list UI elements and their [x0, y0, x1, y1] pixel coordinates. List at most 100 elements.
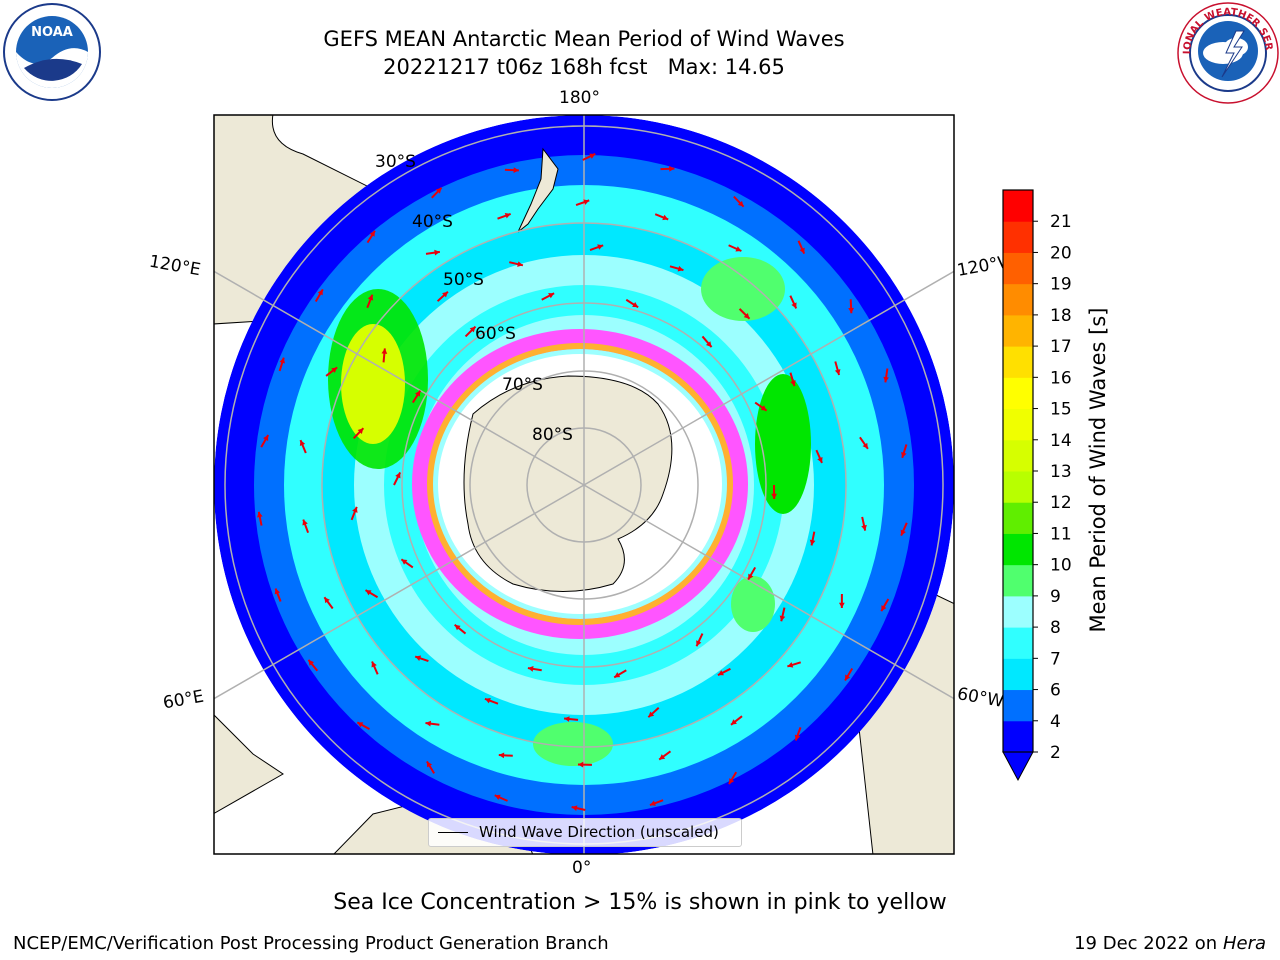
- wave-direction-arrowhead: [760, 405, 767, 411]
- land-madagascar: [214, 714, 284, 815]
- wave-direction-arrowhead: [597, 244, 604, 250]
- map-legend: Wind Wave Direction (unscaled): [428, 818, 742, 847]
- wave-direction-arrowhead: [517, 261, 523, 267]
- wave-direction-arrowhead: [779, 615, 786, 622]
- footer-date-text: 19 Dec 2022 on: [1074, 933, 1218, 954]
- wave-patch-east: [755, 374, 811, 514]
- wave-direction-arrowhead: [730, 719, 737, 725]
- noaa-logo: NOAA: [3, 3, 101, 101]
- wave-direction-arrowhead: [881, 605, 887, 612]
- wave-direction-arrowhead: [862, 442, 868, 449]
- wave-direction-arrowhead: [677, 265, 684, 272]
- wave-direction-arrowhead: [513, 167, 519, 174]
- wave-direction-arrowhead: [771, 493, 777, 499]
- wave-direction-arrowhead: [381, 348, 388, 354]
- colorbar-tick-label: 7: [1050, 649, 1061, 669]
- wave-direction-arrowhead: [787, 662, 794, 668]
- wave-direction-arrowhead: [504, 212, 511, 219]
- wave-direction-arrowhead: [861, 524, 867, 531]
- wave-direction-arrowhead: [302, 519, 308, 526]
- wave-direction-arrowhead: [263, 435, 269, 442]
- wave-direction-arrowhead: [414, 390, 421, 397]
- colorbar-swatch: [1003, 283, 1033, 316]
- footer-date: 19 Dec 2022 on Hera: [1074, 933, 1266, 954]
- wave-direction-arrowhead: [705, 341, 712, 348]
- meridian-line: [214, 270, 585, 486]
- lon-label-60w: 60°W: [955, 684, 1006, 712]
- wave-direction-arrowhead: [729, 778, 735, 785]
- colorbar-swatch: [1003, 439, 1033, 472]
- wave-direction-arrowhead: [737, 200, 744, 207]
- wave-direction-arrowhead: [648, 711, 655, 718]
- wave-direction-arrowhead: [669, 165, 675, 172]
- wave-direction-arrowhead: [614, 672, 621, 678]
- colorbar-tick-label: 19: [1050, 275, 1072, 295]
- lon-label-180: 180°: [559, 88, 600, 108]
- wave-direction-arrowhead: [299, 440, 306, 447]
- wave-direction-arrowhead: [308, 659, 315, 666]
- wave-direction-arrowhead: [317, 289, 323, 296]
- wave-direction-arrowhead: [548, 293, 555, 299]
- colorbar-tick-label: 11: [1050, 524, 1072, 544]
- wave-direction-arrowhead: [632, 301, 639, 308]
- wave-direction-arrowhead: [527, 666, 534, 672]
- wave-direction-arrowhead: [434, 249, 440, 256]
- wave-patch-south: [533, 722, 613, 766]
- wave-direction-arrowhead: [442, 291, 448, 298]
- lat-label-80s: 80°S: [532, 425, 573, 445]
- footer-organization: NCEP/EMC/Verification Post Processing Pr…: [13, 933, 609, 954]
- lat-label-70s: 70°S: [502, 375, 543, 395]
- wave-patch-southeast: [731, 576, 775, 632]
- colorbar-tick-label: 20: [1050, 243, 1072, 263]
- colorbar-tick-label: 9: [1050, 587, 1061, 607]
- wave-direction-arrowhead: [469, 326, 476, 333]
- land-antarctica: [463, 375, 673, 592]
- wave-direction-arrowhead: [717, 670, 724, 676]
- colorbar-swatch: [1003, 502, 1033, 534]
- colorbar-tick-label: 17: [1050, 337, 1072, 357]
- lon-label-120e: 120°E: [147, 251, 203, 281]
- wave-direction-arrowhead: [571, 805, 578, 811]
- colorbar-swatch: [1003, 720, 1033, 753]
- wave-direction-arrowhead: [799, 247, 805, 254]
- chart-title: GEFS MEAN Antarctic Mean Period of Wind …: [323, 27, 845, 51]
- wave-direction-arrowhead: [324, 597, 330, 604]
- wave-direction-arrowhead: [883, 376, 889, 383]
- wave-direction-arrowhead: [901, 451, 907, 458]
- colorbar-label: Mean Period of Wind Waves [s]: [1086, 307, 1110, 633]
- antarctic-map: 180° 0° 120°E 60°E 120°W 60°W 30°S 40°S …: [148, 88, 1016, 878]
- colorbar-swatch: [1003, 221, 1033, 253]
- wave-direction-arrowhead: [498, 752, 505, 759]
- wave-direction-arrowhead: [794, 734, 801, 741]
- sea-ice-pink: [412, 329, 748, 639]
- meridian-line: [583, 270, 954, 486]
- colorbar-tick-label: 2: [1050, 743, 1061, 763]
- wave-direction-arrowhead: [696, 640, 702, 647]
- nws-logo: NATIONAL WEATHER SERVICE: [1176, 1, 1279, 104]
- wave-direction-arrowhead: [435, 187, 442, 194]
- lat-label-30s: 30°S: [375, 152, 416, 172]
- colorbar-tick-label: 10: [1050, 556, 1072, 576]
- wave-direction-arrowhead: [279, 357, 285, 364]
- wave-direction-arrowhead: [484, 697, 491, 704]
- wave-direction-arrowhead: [583, 199, 590, 205]
- colorbar-extend-arrow: [1002, 751, 1034, 782]
- wave-direction-arrowhead: [848, 307, 854, 314]
- colorbar-swatch: [1003, 377, 1033, 410]
- wave-direction-arrowhead: [426, 761, 433, 768]
- colorbar-tick-label: 14: [1050, 431, 1072, 451]
- colorbar-tick-label: 18: [1050, 306, 1072, 326]
- wave-direction-arrowhead: [577, 761, 584, 768]
- colorbar-swatch: [1003, 689, 1033, 722]
- wave-direction-arrowhead: [735, 246, 742, 252]
- wave-direction-arrowhead: [900, 529, 906, 536]
- colorbar-tick-label: 13: [1050, 462, 1072, 482]
- colorbar-swatch: [1003, 471, 1033, 503]
- colorbar: 2 4 6 7 8 9 10 11 12 13 14 15 16 17 18 19 20 21: [1002, 189, 1072, 782]
- wave-direction-arrowhead: [743, 313, 750, 319]
- wave-direction-arrowhead: [809, 539, 816, 546]
- wave-direction-arrowhead: [659, 754, 666, 760]
- wave-direction-arrowhead: [367, 294, 374, 301]
- wave-direction-arrowhead: [834, 369, 841, 375]
- colorbar-swatch: [1003, 533, 1033, 566]
